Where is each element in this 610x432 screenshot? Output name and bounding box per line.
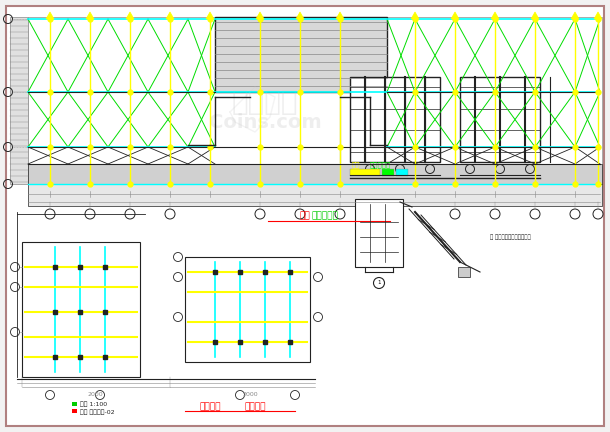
Bar bbox=[72, 402, 77, 406]
Text: 1: 1 bbox=[377, 280, 381, 286]
Polygon shape bbox=[126, 12, 134, 19]
Polygon shape bbox=[451, 12, 459, 19]
Bar bbox=[215, 17, 387, 92]
Polygon shape bbox=[491, 12, 499, 19]
Polygon shape bbox=[531, 12, 539, 19]
Polygon shape bbox=[256, 12, 264, 19]
Text: 注 某某构配件尺寸参见图纸: 注 某某构配件尺寸参见图纸 bbox=[490, 234, 531, 240]
Text: 2000: 2000 bbox=[242, 392, 258, 397]
Bar bbox=[28, 17, 602, 184]
Bar bbox=[28, 164, 602, 184]
Polygon shape bbox=[86, 12, 94, 19]
Bar bbox=[10, 17, 28, 184]
Text: 模板: 模板 bbox=[300, 212, 310, 220]
Bar bbox=[382, 169, 394, 176]
Bar bbox=[350, 169, 380, 176]
Text: 地区: 地区 bbox=[352, 162, 361, 168]
Text: 仿古空腹压: 仿古空腹压 bbox=[370, 162, 391, 168]
Polygon shape bbox=[571, 12, 579, 19]
Polygon shape bbox=[166, 12, 174, 19]
Text: 支撑节点图: 支撑节点图 bbox=[312, 212, 339, 220]
Polygon shape bbox=[206, 12, 214, 19]
Polygon shape bbox=[296, 12, 304, 19]
Text: 风荷载图: 风荷载图 bbox=[199, 403, 221, 412]
Polygon shape bbox=[336, 12, 344, 19]
Text: 备注图纸: 备注图纸 bbox=[244, 403, 266, 412]
Bar bbox=[28, 184, 602, 206]
Polygon shape bbox=[46, 12, 54, 19]
Bar bbox=[22, 242, 140, 377]
Polygon shape bbox=[411, 12, 419, 19]
Bar bbox=[458, 267, 470, 277]
Text: Coins.com: Coins.com bbox=[209, 112, 321, 131]
Bar bbox=[396, 169, 408, 176]
Text: 2000: 2000 bbox=[87, 392, 103, 397]
Bar bbox=[185, 257, 310, 362]
Bar bbox=[72, 409, 77, 413]
Bar bbox=[350, 77, 440, 162]
Polygon shape bbox=[594, 12, 602, 19]
Text: 比例 1:100: 比例 1:100 bbox=[80, 401, 107, 407]
Text: 图号 某某图纸-02: 图号 某某图纸-02 bbox=[80, 409, 115, 415]
Bar bbox=[355, 199, 403, 267]
Text: 土木在线: 土木在线 bbox=[232, 88, 298, 116]
Bar bbox=[460, 77, 540, 162]
